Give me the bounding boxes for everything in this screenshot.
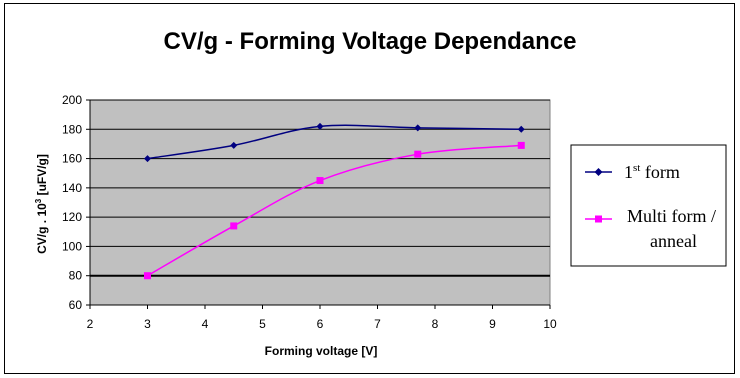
x-tick-label-10: 10 bbox=[543, 317, 557, 331]
y-axis-label-sup: 3 bbox=[34, 198, 43, 203]
x-tick-label-9: 9 bbox=[489, 317, 496, 331]
x-axis-label: Forming voltage [V] bbox=[265, 344, 378, 358]
y-tick-label-160: 160 bbox=[62, 152, 82, 166]
series-1-point-0 bbox=[144, 272, 151, 280]
legend-label-multi-form-line1: Multi form / bbox=[627, 206, 716, 226]
x-tick-label-2: 2 bbox=[87, 317, 94, 331]
x-tick-label-3: 3 bbox=[144, 317, 151, 331]
axes: 60 80 100 120 140 160 180 200 2 3 4 5 6 7 8 9 10 bbox=[62, 93, 557, 331]
y-tick-label-100: 100 bbox=[62, 239, 82, 253]
y-tick-label-140: 140 bbox=[62, 181, 82, 195]
y-tick-label-180: 180 bbox=[62, 122, 82, 136]
series-1-point-1 bbox=[230, 222, 238, 230]
x-tick-label-5: 5 bbox=[259, 317, 266, 331]
series-layer bbox=[144, 122, 525, 280]
y-tick-label-120: 120 bbox=[62, 210, 82, 224]
series-1-point-4 bbox=[517, 141, 525, 149]
legend-box bbox=[570, 144, 727, 267]
legend-label-multi-form-line2: anneal bbox=[650, 231, 697, 251]
y-tick-label-200: 200 bbox=[62, 93, 82, 107]
series-0-point-4 bbox=[517, 125, 525, 133]
plot-area bbox=[89, 99, 551, 306]
x-tick-label-8: 8 bbox=[432, 317, 439, 331]
legend: 1st form Multi form / anneal bbox=[570, 144, 727, 267]
x-tick-label-7: 7 bbox=[374, 317, 381, 331]
series-0-point-2 bbox=[316, 122, 324, 130]
x-tick-label-6: 6 bbox=[317, 317, 324, 331]
y-axis-label: CV/g . 103 [uFV/g] bbox=[34, 154, 49, 254]
y-axis-label-rest: [uFV/g] bbox=[35, 154, 49, 199]
legend-marker-multi-form bbox=[595, 215, 602, 223]
series-1-point-2 bbox=[316, 177, 324, 185]
series-0-point-3 bbox=[414, 124, 422, 132]
y-tick-label-60: 60 bbox=[69, 298, 83, 312]
y-tick-label-80: 80 bbox=[69, 269, 83, 283]
chart-title: CV/g - Forming Voltage Dependance bbox=[163, 28, 577, 55]
y-axis-label-main: CV/g . 10 bbox=[35, 203, 49, 254]
legend-marker-1st-form bbox=[594, 168, 603, 176]
series-1-point-3 bbox=[414, 150, 422, 158]
x-tick-label-4: 4 bbox=[202, 317, 209, 331]
series-0-point-1 bbox=[230, 141, 238, 149]
plot-background bbox=[89, 99, 551, 306]
legend-label-1st-form: 1st form bbox=[624, 162, 680, 182]
series-0-point-0 bbox=[144, 155, 151, 163]
